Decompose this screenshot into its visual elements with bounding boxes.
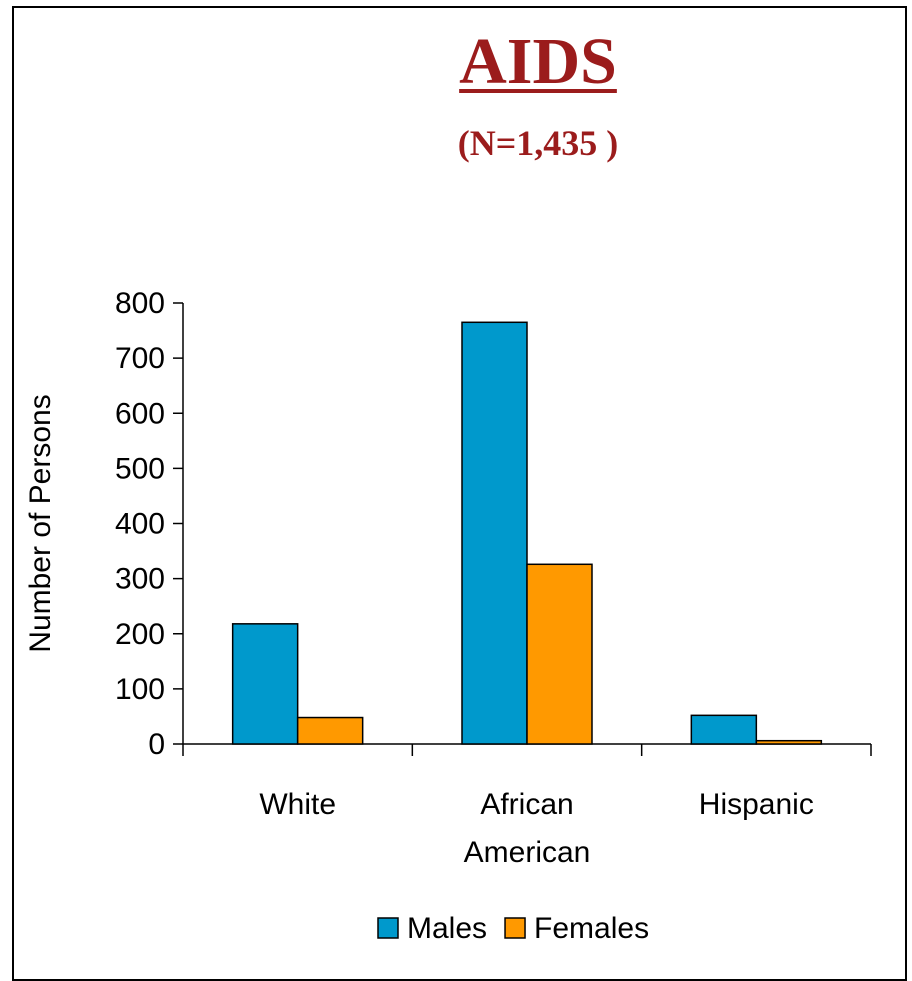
legend-label-males: Males xyxy=(407,912,487,945)
y-tick-label: 300 xyxy=(115,563,165,596)
y-axis-title: Number of Persons xyxy=(24,394,57,652)
chart-frame xyxy=(12,6,907,981)
x-tick-label: Hispanic xyxy=(699,788,814,821)
x-tick-label: African xyxy=(480,788,573,821)
y-tick-label: 200 xyxy=(115,618,165,651)
y-tick-label: 0 xyxy=(148,728,165,761)
x-tick-label: White xyxy=(259,788,336,821)
y-tick-label: 100 xyxy=(115,673,165,706)
bar-females xyxy=(755,739,823,745)
x-tick-label: American xyxy=(464,836,591,869)
bar-males xyxy=(690,714,758,745)
y-tick-label: 400 xyxy=(115,508,165,541)
y-tick-label: 800 xyxy=(115,287,165,320)
bar-females xyxy=(526,563,593,745)
y-tick-label: 700 xyxy=(115,342,165,375)
chart-title: AIDS xyxy=(459,25,617,98)
bar-males xyxy=(461,321,528,745)
legend-swatch-males xyxy=(377,917,399,939)
y-tick-label: 600 xyxy=(115,397,165,430)
bar-females xyxy=(296,716,364,745)
legend-swatch-females xyxy=(504,917,526,939)
bar-males xyxy=(231,623,299,745)
legend-label-females: Females xyxy=(534,912,649,945)
y-tick-label: 500 xyxy=(115,452,165,485)
chart-subtitle: (N=1,435 ) xyxy=(457,123,619,163)
